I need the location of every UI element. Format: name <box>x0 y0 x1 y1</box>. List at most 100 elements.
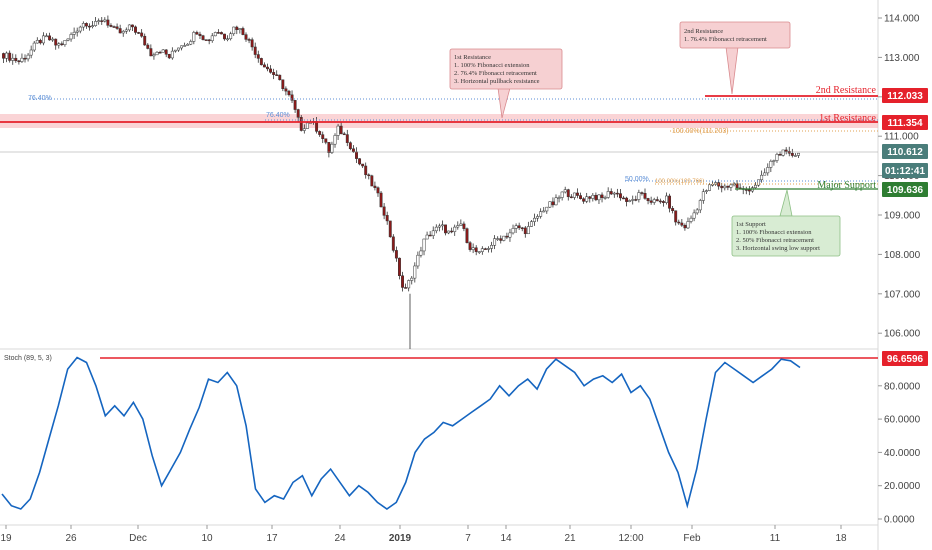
candle-body <box>355 151 358 159</box>
price-tick-label: 106.000 <box>884 329 921 340</box>
candle-body <box>57 43 61 46</box>
candle-body <box>554 197 558 206</box>
candle-body <box>118 28 122 34</box>
candle-body <box>342 133 346 136</box>
candle-body <box>17 60 21 63</box>
candle-body <box>520 227 524 230</box>
candle-body <box>514 225 518 229</box>
candle-body <box>499 238 503 241</box>
candle-body <box>511 228 515 234</box>
candle-body <box>391 236 395 251</box>
candle-body <box>146 44 150 49</box>
candle-body <box>502 235 506 241</box>
candle-body <box>560 191 564 198</box>
candle-body <box>333 135 337 145</box>
candle-body <box>407 280 411 289</box>
note-s1-line-0: 1st Support <box>736 221 766 228</box>
candle-body <box>348 142 352 150</box>
time-tick-label: 21 <box>564 533 576 544</box>
time-tick-label: 19 <box>0 533 12 544</box>
candle-body <box>665 195 668 203</box>
candle-body <box>692 212 696 219</box>
candle-body <box>226 38 230 41</box>
badge-major-support-text: 109.636 <box>887 185 924 196</box>
candle-body <box>462 223 466 229</box>
candle-body <box>247 39 251 41</box>
candle-body <box>91 25 94 27</box>
fib-label-76-upper: 76.40% <box>28 95 52 102</box>
candle-body <box>542 210 546 213</box>
candle-body <box>32 42 36 51</box>
candle-body <box>781 149 785 156</box>
candle-body <box>631 199 635 201</box>
candle-body <box>572 192 576 198</box>
candle-body <box>72 31 76 35</box>
candle-body <box>689 217 693 222</box>
candle-body <box>563 189 567 193</box>
candle-body <box>186 43 190 46</box>
candle-body <box>744 189 748 191</box>
candle-body <box>155 51 159 56</box>
candle-body <box>579 195 582 199</box>
candle-body <box>622 197 625 200</box>
candle-body <box>729 184 733 188</box>
candle-body <box>612 192 616 195</box>
candle-body <box>127 24 131 31</box>
candle-body <box>704 190 708 192</box>
time-tick-label: 10 <box>201 533 213 544</box>
candle-body <box>327 142 331 153</box>
candle-body <box>674 210 678 223</box>
badge-countdown: 01:12:41 <box>882 163 928 178</box>
candle-body <box>78 26 82 32</box>
candle-body <box>585 196 589 202</box>
candle-body <box>401 275 404 288</box>
candle-body <box>490 245 493 249</box>
candle-body <box>189 41 193 45</box>
fib-label-ext-100: 100.00%(111.203) <box>672 128 729 135</box>
candle-body <box>345 134 349 143</box>
candle-body <box>619 193 622 199</box>
candle-body <box>220 32 223 35</box>
candle-body <box>121 31 125 34</box>
candle-body <box>493 238 497 246</box>
candle-body <box>643 192 647 199</box>
candle-body <box>250 39 254 48</box>
badge-stoch-level: 96.6596 <box>882 351 928 366</box>
candle-body <box>529 221 533 227</box>
candle-body <box>410 277 414 281</box>
candle-body <box>606 191 610 198</box>
candle-body <box>324 138 328 143</box>
candle-body <box>487 248 490 250</box>
candle-body <box>772 160 776 162</box>
candle-body <box>379 192 383 208</box>
time-tick-label: 24 <box>334 533 346 544</box>
candle-body <box>158 51 162 54</box>
candle-body <box>769 160 773 168</box>
candle-body <box>557 197 561 199</box>
candle-body <box>100 20 104 22</box>
candle-body <box>253 46 257 55</box>
stoch-tick-label: 60.0000 <box>884 415 921 426</box>
candle-body <box>213 32 217 37</box>
badge-current: 110.612 <box>882 144 928 159</box>
candle-body <box>640 192 644 194</box>
candle-body <box>198 33 202 36</box>
candle-body <box>167 54 171 59</box>
candle-body <box>526 226 530 235</box>
badge-current-text: 110.612 <box>887 147 923 158</box>
candle-body <box>361 163 365 167</box>
candle-body <box>394 250 398 259</box>
badge-countdown-text: 01:12:41 <box>885 166 925 177</box>
candle-body <box>404 287 408 289</box>
candle-body <box>637 192 641 200</box>
candle-body <box>48 35 52 41</box>
candle-body <box>370 175 374 187</box>
price-tick-label: 108.000 <box>884 250 921 261</box>
second-resistance-label: 2nd Resistance <box>816 85 877 96</box>
resistance-zone <box>0 114 878 128</box>
candle-body <box>183 45 187 47</box>
candle-body <box>143 35 147 46</box>
fib-label-ext-support: 100.00%(109.766) <box>655 179 704 185</box>
candle-body <box>216 32 220 34</box>
